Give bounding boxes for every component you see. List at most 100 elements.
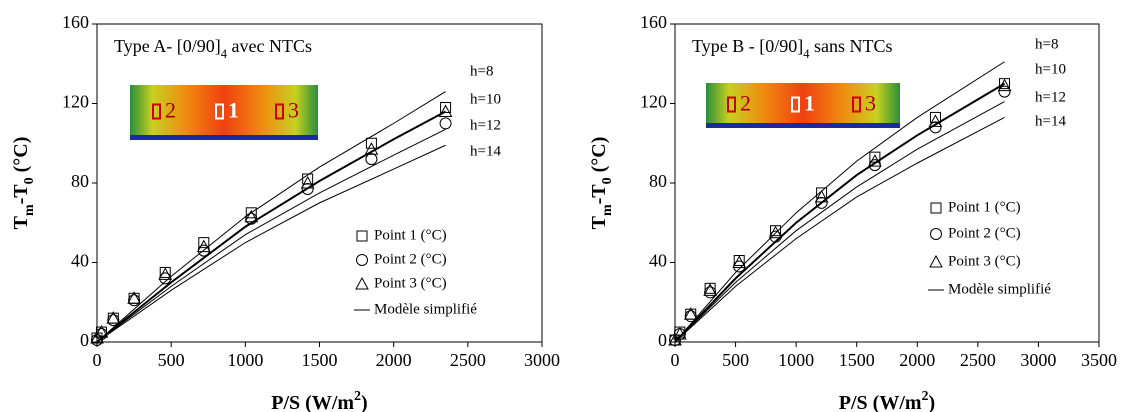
x-axis-label: P/S (W/m2) bbox=[271, 389, 367, 412]
y-axis-label-part: m bbox=[600, 204, 615, 216]
chart-title-part: Type A- [0/90] bbox=[114, 36, 221, 56]
point bbox=[998, 85, 1011, 98]
point bbox=[929, 111, 941, 123]
legend-label: Point 2 (°C) bbox=[948, 225, 1021, 241]
x-tick-label: 3000 bbox=[524, 350, 560, 370]
point bbox=[198, 237, 210, 249]
legend-marker bbox=[356, 254, 368, 266]
x-axis-label-part: P/S (W/m bbox=[271, 392, 354, 412]
curve-label: h=10 bbox=[1035, 61, 1066, 77]
y-axis-label-part: (°C) bbox=[588, 137, 610, 178]
chart-title: Type B - [0/90]4 sans NTCs bbox=[692, 36, 893, 61]
inset-label: 1 bbox=[804, 91, 815, 116]
point bbox=[364, 142, 379, 155]
model-curve bbox=[96, 91, 446, 343]
x-tick-label: 500 bbox=[722, 350, 749, 370]
x-tick-label: 2000 bbox=[376, 350, 412, 370]
point bbox=[868, 154, 882, 167]
inset-label: 2 bbox=[165, 98, 176, 123]
x-tick-label: 1000 bbox=[227, 350, 263, 370]
x-tick-label: 0 bbox=[93, 350, 102, 370]
point bbox=[704, 286, 717, 299]
point bbox=[365, 153, 378, 166]
chart-title-part: avec NTCs bbox=[227, 36, 312, 56]
x-tick-label: 2500 bbox=[450, 350, 486, 370]
point bbox=[768, 225, 783, 239]
y-tick-label: 0 bbox=[658, 330, 667, 350]
point bbox=[94, 325, 109, 338]
inset-box bbox=[152, 103, 161, 120]
point bbox=[365, 137, 377, 149]
inset-image bbox=[706, 83, 900, 128]
legend-label: Point 1 (°C) bbox=[374, 227, 447, 243]
model-curve bbox=[96, 128, 446, 343]
x-tick-label: 0 bbox=[671, 350, 680, 370]
x-tick-label: 3000 bbox=[1020, 350, 1056, 370]
legend-marker bbox=[356, 230, 368, 242]
point bbox=[158, 267, 173, 280]
model-curve bbox=[96, 110, 447, 343]
chart-title-part: 4 bbox=[803, 47, 810, 61]
inset-box bbox=[852, 96, 861, 113]
legend-label: Point 2 (°C) bbox=[374, 251, 447, 267]
curve-label: h=8 bbox=[1035, 36, 1058, 52]
inset-box bbox=[215, 103, 224, 120]
y-axis-label-part: (°C) bbox=[10, 137, 32, 178]
y-tick-label: 80 bbox=[649, 171, 667, 191]
inset-label: 3 bbox=[865, 91, 876, 116]
point bbox=[245, 207, 257, 219]
point bbox=[439, 117, 452, 130]
x-axis-label-part: 2 bbox=[354, 389, 361, 404]
x-axis-label-part: ) bbox=[361, 392, 368, 412]
curve-label: h=12 bbox=[1035, 89, 1066, 105]
point bbox=[438, 104, 453, 117]
legend-label: Point 1 (°C) bbox=[948, 199, 1021, 215]
legend-label: Modèle simplifié bbox=[948, 281, 1051, 297]
point bbox=[816, 187, 828, 199]
inset-label: 1 bbox=[228, 98, 239, 123]
legend-marker bbox=[355, 276, 369, 290]
x-tick-label: 2500 bbox=[960, 350, 996, 370]
y-axis-label: Tm-T0 (°C) bbox=[10, 137, 37, 230]
point bbox=[929, 121, 942, 134]
point bbox=[106, 311, 121, 324]
inset-edge bbox=[130, 135, 318, 140]
y-axis-label: Tm-T0 (°C) bbox=[588, 137, 615, 230]
point bbox=[128, 294, 141, 307]
x-tick-label: 1000 bbox=[778, 350, 814, 370]
point bbox=[440, 101, 452, 113]
point bbox=[301, 182, 314, 195]
y-tick-label: 40 bbox=[71, 251, 89, 271]
y-axis-label-part: T bbox=[588, 215, 610, 229]
point bbox=[814, 189, 829, 203]
curve-label: h=12 bbox=[470, 117, 501, 133]
model-curve bbox=[674, 116, 1005, 343]
point bbox=[673, 327, 687, 340]
inset-label: 3 bbox=[288, 98, 299, 123]
legend-label: Point 3 (°C) bbox=[374, 275, 447, 291]
point bbox=[196, 239, 211, 253]
x-tick-label: 1500 bbox=[839, 350, 875, 370]
inset-box bbox=[791, 96, 800, 113]
inset-label: 2 bbox=[740, 91, 751, 116]
chart-title: Type A- [0/90]4 avec NTCs bbox=[114, 36, 312, 61]
curve-label: h=8 bbox=[470, 63, 493, 79]
x-tick-label: 2000 bbox=[899, 350, 935, 370]
x-tick-label: 500 bbox=[158, 350, 185, 370]
y-tick-label: 80 bbox=[71, 171, 89, 191]
point bbox=[683, 307, 698, 320]
model-curve bbox=[674, 101, 1005, 343]
y-axis-label-part: -T bbox=[10, 184, 32, 205]
inset-box bbox=[275, 103, 284, 120]
point bbox=[302, 173, 314, 185]
chart-title-part: 4 bbox=[221, 47, 228, 61]
y-tick-label: 160 bbox=[640, 12, 667, 32]
model-curve bbox=[96, 144, 446, 343]
inset-box bbox=[727, 96, 736, 113]
y-tick-label: 40 bbox=[649, 251, 667, 271]
x-tick-label: 3500 bbox=[1081, 350, 1117, 370]
point bbox=[107, 314, 120, 327]
y-tick-label: 0 bbox=[80, 330, 89, 350]
legend-label: Modèle simplifié bbox=[374, 301, 477, 317]
chart-title-part: Type B - [0/90] bbox=[692, 36, 803, 56]
